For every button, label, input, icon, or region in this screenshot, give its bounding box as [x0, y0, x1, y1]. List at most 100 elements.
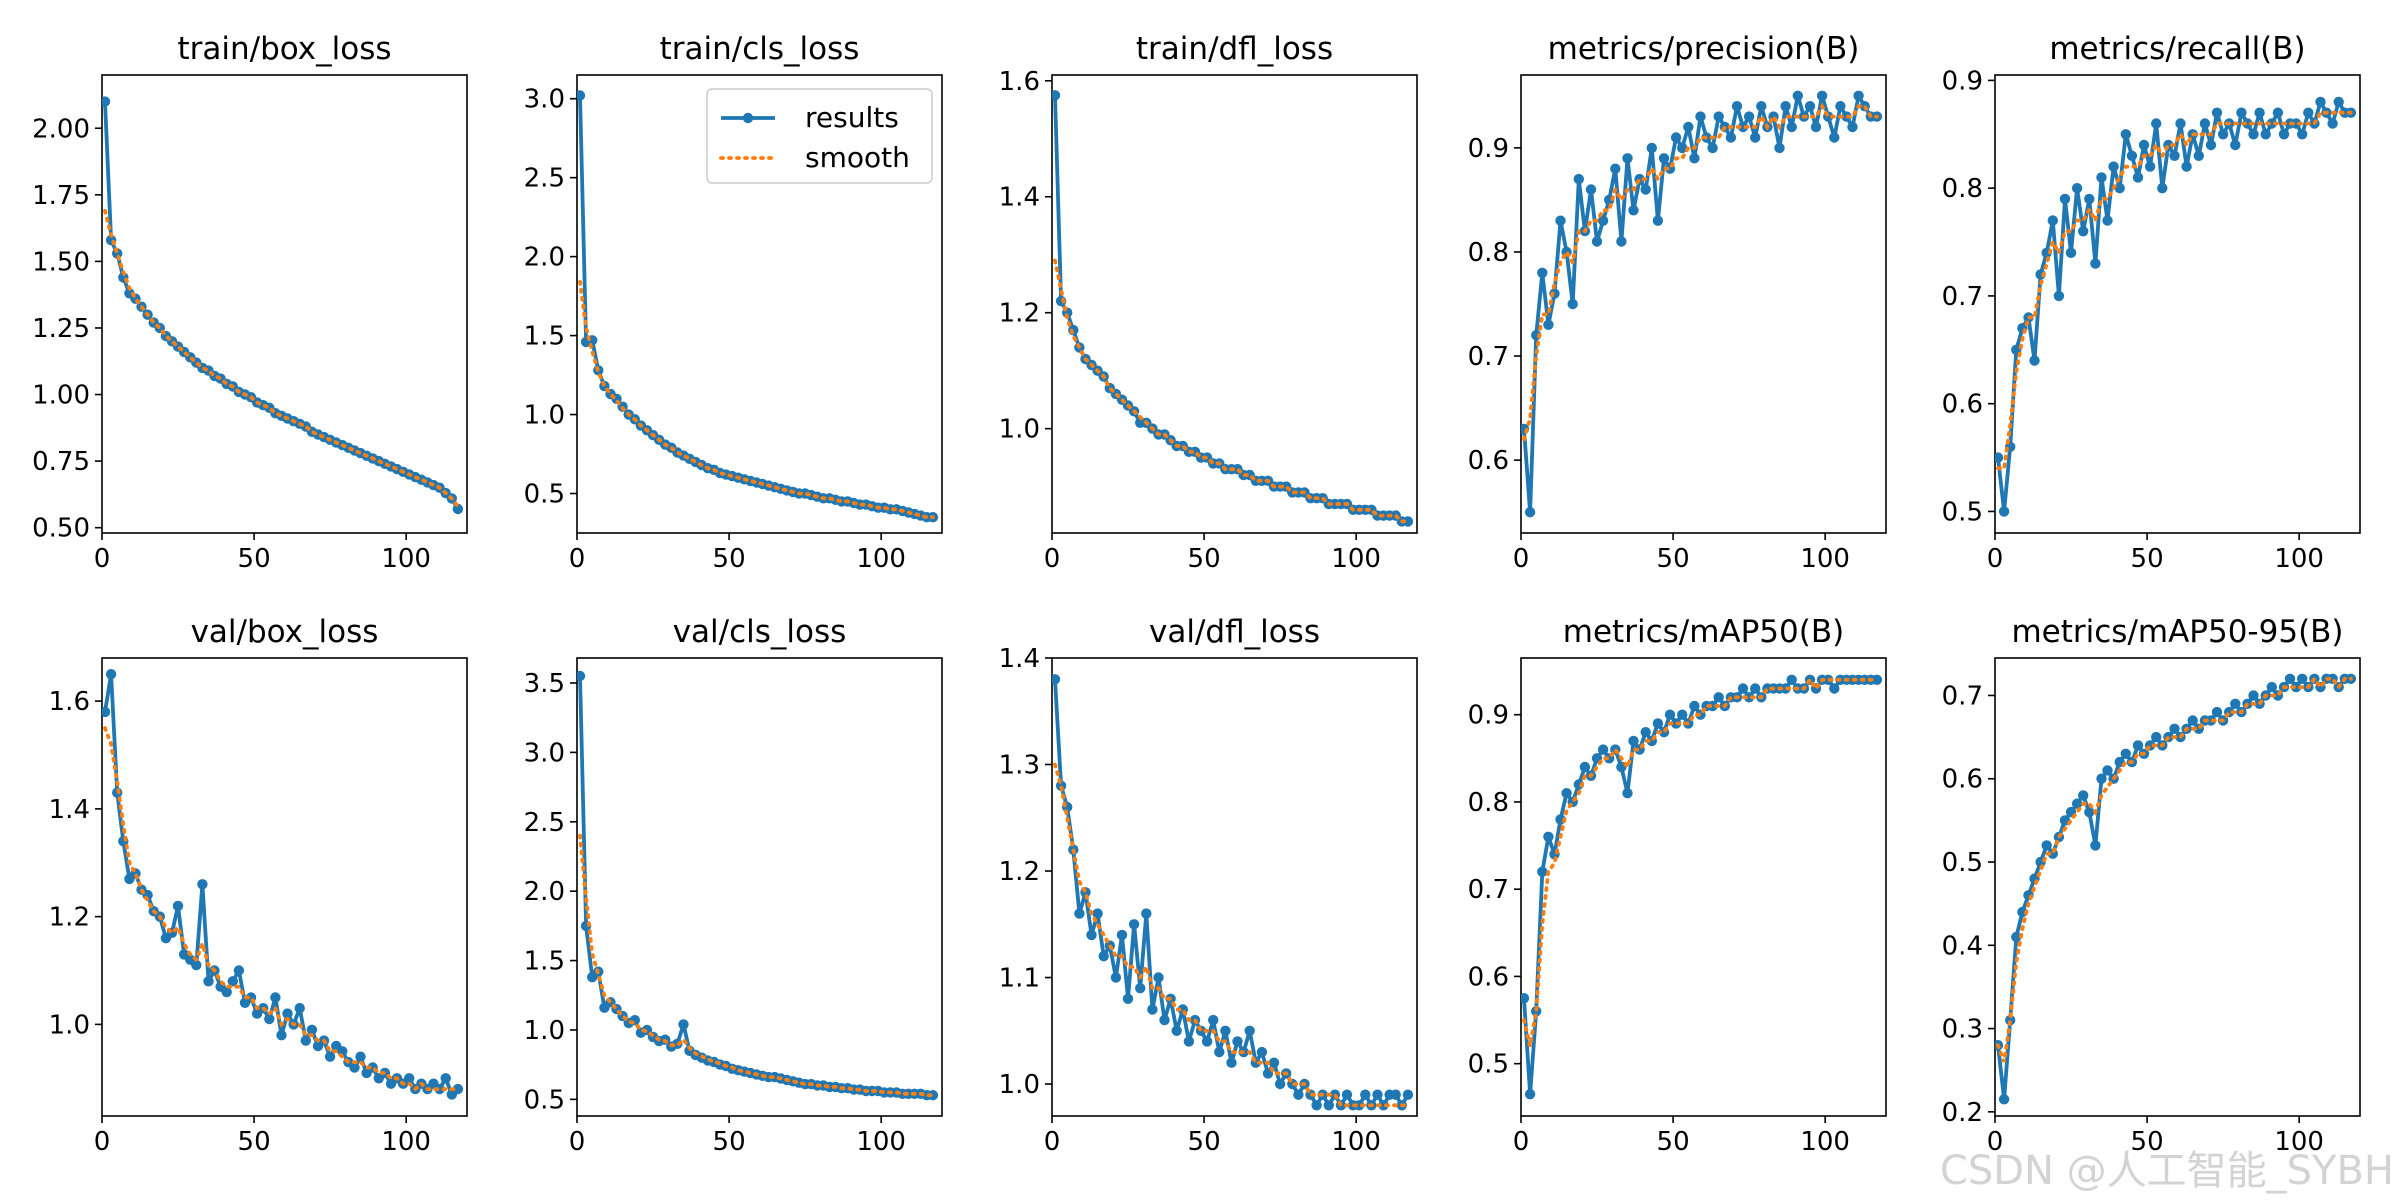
y-tick-label: 0.8 — [1468, 788, 1509, 818]
subplot-4: metrics/recall(B) 0 50 100 0.5 0.6 0.7 0.8 0.9 — [1942, 31, 2361, 574]
results-point — [2132, 172, 2144, 183]
legend: results smooth — [706, 88, 933, 184]
results-point — [1579, 761, 1591, 773]
x-tick-label: 0 — [94, 1127, 111, 1157]
results-point — [2315, 96, 2326, 108]
y-tick-label: 1.0 — [999, 415, 1040, 445]
y-tick-label: 0.5 — [524, 1085, 565, 1115]
results-point — [1360, 1089, 1371, 1100]
subplot-7: val/dfl_loss 0 50 100 1.0 1.1 1.2 1.3 1.4 — [999, 614, 1418, 1157]
results-point — [1354, 1100, 1365, 1111]
y-tick-label: 2.5 — [524, 164, 565, 194]
results-point — [1220, 1025, 1231, 1037]
y-tick-label: 1.25 — [32, 314, 90, 344]
results-point — [2084, 806, 2095, 818]
results-point — [1524, 507, 1536, 518]
results-point — [452, 503, 464, 515]
results-point — [2047, 215, 2058, 226]
results-point — [105, 669, 117, 680]
results-point — [1293, 1089, 1304, 1100]
y-tick-label: 0.5 — [1942, 848, 1983, 878]
results-point — [1847, 121, 1858, 133]
y-tick-label: 3.0 — [524, 738, 565, 768]
results-line — [1996, 100, 2351, 514]
x-tick-label: 100 — [1800, 544, 1850, 574]
y-tick-label: 0.7 — [1468, 342, 1509, 372]
results-point — [1998, 1094, 2010, 1105]
results-point — [2205, 139, 2217, 151]
results-point — [1707, 142, 1718, 154]
x-tick-label: 50 — [2131, 1127, 2164, 1157]
plot-title: val/dfl_loss — [1149, 614, 1320, 650]
results-point — [1780, 101, 1791, 112]
results-point — [2029, 355, 2040, 366]
axes-frame — [1051, 74, 1418, 534]
y-tick-label: 0.3 — [1942, 1015, 1983, 1045]
y-tick-label: 0.4 — [1942, 931, 1983, 961]
x-tick-label: 0 — [1513, 1127, 1530, 1157]
results-point — [440, 1073, 451, 1084]
plot-area — [1995, 673, 2357, 1105]
results-point — [577, 90, 586, 101]
y-tick-label: 0.8 — [1942, 174, 1983, 204]
results-point — [1792, 90, 1804, 102]
plot-title: train/cls_loss — [660, 31, 860, 67]
results-point — [2327, 118, 2338, 129]
results-point — [2078, 226, 2089, 237]
x-tick-label: 100 — [381, 544, 431, 574]
results-point — [1543, 319, 1554, 330]
results-point — [1829, 132, 1840, 143]
results-point — [1853, 90, 1864, 102]
x-tick-label: 50 — [1657, 1127, 1690, 1157]
results-point — [1786, 674, 1797, 685]
results-point — [2260, 129, 2271, 140]
y-tick-label: 0.75 — [32, 447, 90, 477]
y-tick-label: 1.4 — [999, 644, 1040, 674]
results-point — [264, 1013, 275, 1025]
results-point — [2151, 731, 2162, 743]
results-point — [1323, 1100, 1335, 1111]
results-point — [1689, 700, 1700, 712]
y-tick-label: 0.9 — [1942, 66, 1983, 96]
results-point — [1567, 298, 1578, 310]
y-tick-label: 1.0 — [524, 1016, 565, 1046]
x-tick-label: 0 — [1987, 1127, 2004, 1157]
results-point — [2217, 129, 2229, 140]
results-point — [1737, 683, 1749, 694]
results-point — [2090, 840, 2101, 851]
x-tick-label: 100 — [856, 1127, 906, 1157]
results-point — [2071, 183, 2083, 194]
x-tick-label: 50 — [713, 544, 746, 574]
y-tick-label: 2.0 — [524, 877, 565, 907]
x-tick-label: 100 — [2274, 544, 2324, 574]
results-point — [678, 1019, 689, 1030]
results-point — [1597, 215, 1609, 226]
results-point — [2096, 172, 2107, 183]
results-point — [191, 959, 202, 971]
results-point — [2102, 765, 2113, 776]
results-point — [1622, 788, 1633, 799]
results-point — [927, 1090, 939, 1101]
results-point — [1311, 1100, 1322, 1111]
y-tick-label: 0.7 — [1942, 282, 1983, 312]
subplot-6: val/cls_loss 0 50 100 0.5 1.0 1.5 2.0 2.5 3.0 3.5 — [524, 614, 943, 1157]
x-tick-label: 50 — [238, 1127, 271, 1157]
results-point — [1810, 121, 1822, 133]
results-point — [1390, 1089, 1401, 1100]
results-point — [1652, 215, 1664, 226]
results-point — [2211, 107, 2223, 118]
x-tick-label: 50 — [2131, 544, 2164, 574]
results-point — [1677, 709, 1688, 720]
results-point — [1402, 516, 1414, 527]
results-point — [1543, 831, 1554, 842]
results-point — [2181, 161, 2192, 172]
results-point — [2333, 96, 2344, 108]
results-point — [1201, 1036, 1213, 1047]
y-tick-label: 1.3 — [999, 751, 1040, 781]
plot-area — [1521, 674, 1883, 1100]
results-point — [2230, 139, 2241, 151]
axes-frame — [1520, 74, 1887, 534]
results-point — [1640, 184, 1651, 195]
x-tick-label: 0 — [1987, 544, 2004, 574]
y-tick-label: 1.6 — [49, 687, 90, 717]
